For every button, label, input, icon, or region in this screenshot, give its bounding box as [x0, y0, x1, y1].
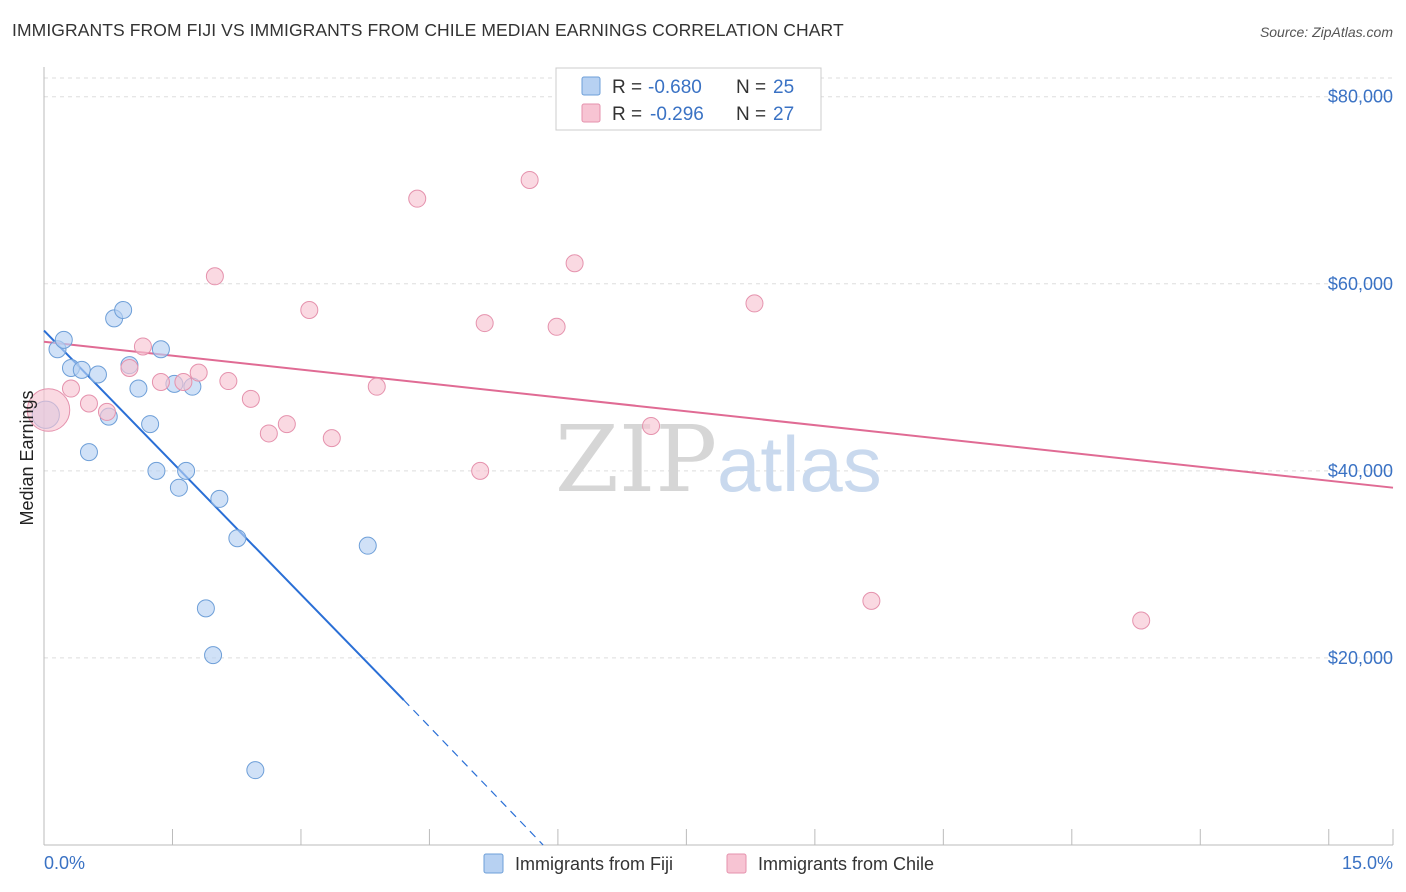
chile-point-20 — [520, 170, 539, 189]
x-tick-label-right: 15.0% — [1342, 853, 1393, 873]
legend-r-label-2: R = — [612, 104, 642, 125]
chile-point-7 — [174, 372, 193, 391]
chile-point-14 — [300, 300, 319, 319]
chile-point-26 — [1132, 611, 1151, 630]
data-points — [26, 170, 1151, 780]
chart-title: IMMIGRANTS FROM FIJI VS IMMIGRANTS FROM … — [12, 20, 844, 40]
trend-lines — [43, 329, 1394, 846]
legend-swatch-fiji — [581, 76, 601, 96]
legend-n-label-2: N = — [736, 104, 766, 125]
series-legend: Immigrants from Fiji Immigrants from Chi… — [483, 853, 934, 874]
legend-n-value-2: 27 — [773, 104, 794, 125]
fiji-point-2 — [54, 330, 73, 349]
chile-point-0 — [26, 388, 71, 432]
chile-point-17 — [408, 189, 427, 208]
legend-n-label-1: N = — [736, 77, 766, 98]
chile-point-10 — [219, 372, 238, 391]
stats-legend: R = -0.680 N = 25 R = -0.296 N = 27 — [555, 67, 822, 131]
chile-point-9 — [205, 267, 224, 286]
chile-point-3 — [97, 402, 116, 421]
watermark-atlas: atlas — [717, 420, 882, 508]
x-tick-label-left: 0.0% — [44, 853, 85, 873]
fiji-point-8 — [114, 300, 133, 319]
chile-point-2 — [79, 394, 98, 413]
series-legend-swatch-chile — [726, 853, 747, 874]
legend-r-value-2: -0.296 — [650, 104, 704, 125]
chile-point-19 — [475, 314, 494, 333]
chile-point-21 — [547, 317, 566, 336]
chile-point-18 — [471, 461, 490, 480]
fiji-point-24 — [246, 761, 265, 780]
fiji-point-13 — [151, 340, 170, 359]
y-tick-label-3: $80,000 — [1328, 87, 1393, 107]
series-legend-label-chile: Immigrants from Chile — [758, 854, 934, 874]
series-legend-label-fiji: Immigrants from Fiji — [515, 854, 673, 874]
grid-lines — [44, 77, 1393, 659]
fiji-point-16 — [177, 461, 196, 480]
chile-point-1 — [61, 379, 80, 398]
y-tick-label-0: $20,000 — [1328, 648, 1393, 668]
fiji-point-10 — [129, 379, 148, 398]
chile-point-15 — [322, 429, 341, 448]
chile-point-13 — [277, 415, 296, 434]
y-axis-label: Median Earnings — [17, 390, 37, 525]
chile-point-6 — [151, 372, 170, 391]
fiji-point-19 — [210, 489, 229, 508]
chile-point-22 — [565, 254, 584, 273]
chile-point-16 — [367, 377, 386, 396]
fiji-point-18 — [79, 443, 98, 462]
axes — [43, 67, 1394, 846]
fiji-point-22 — [204, 646, 223, 665]
chile-point-5 — [133, 337, 152, 356]
fiji-point-12 — [147, 461, 166, 480]
fiji-point-23 — [358, 536, 377, 555]
legend-n-value-1: 25 — [773, 77, 794, 98]
chile-point-8 — [189, 363, 208, 382]
legend-swatch-chile — [581, 103, 601, 123]
fiji-point-20 — [228, 529, 247, 548]
chile-point-4 — [120, 358, 139, 377]
y-tick-label-2: $60,000 — [1328, 274, 1393, 294]
chile-trend-line — [43, 340, 1394, 489]
watermark-zip: ZIP — [555, 406, 717, 513]
fiji-point-21 — [196, 599, 215, 618]
chile-point-23 — [642, 416, 661, 435]
fiji-trend-extension — [403, 699, 544, 846]
legend-r-label-1: R = — [612, 77, 642, 98]
chile-point-12 — [259, 424, 278, 443]
fiji-point-11 — [141, 415, 160, 434]
source-label: Source: ZipAtlas.com — [1259, 24, 1393, 40]
chile-point-25 — [862, 591, 881, 610]
fiji-point-15 — [169, 478, 188, 497]
fiji-trend-line — [43, 329, 405, 701]
chile-point-11 — [241, 389, 260, 408]
legend-r-value-1: -0.680 — [648, 77, 702, 98]
fiji-point-4 — [72, 360, 91, 379]
y-tick-labels: $20,000 $40,000 $60,000 $80,000 — [1328, 87, 1393, 668]
y-tick-label-1: $40,000 — [1328, 461, 1393, 481]
chile-point-24 — [745, 294, 764, 313]
fiji-point-5 — [88, 365, 107, 384]
series-legend-swatch-fiji — [483, 853, 504, 874]
